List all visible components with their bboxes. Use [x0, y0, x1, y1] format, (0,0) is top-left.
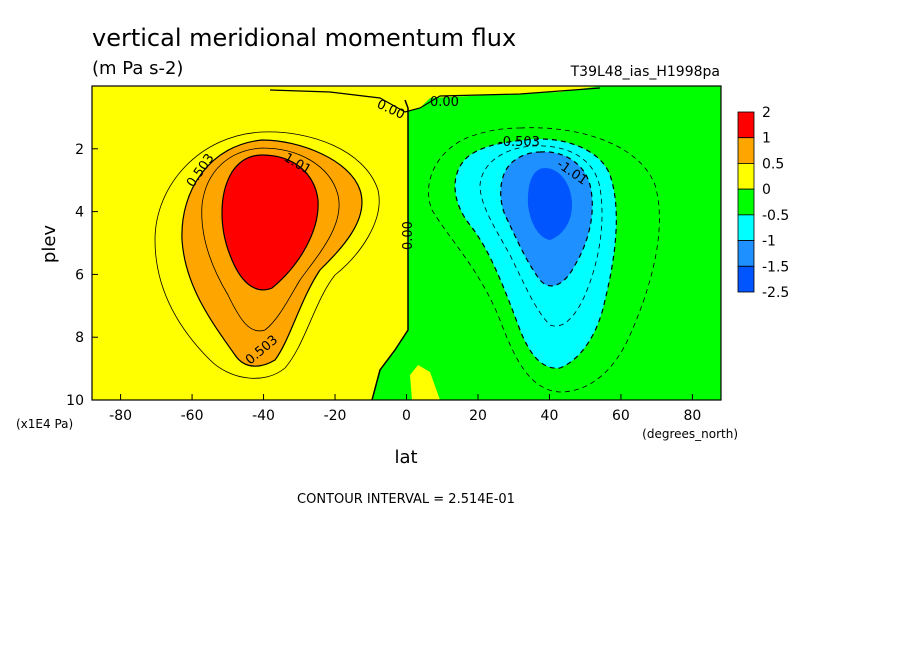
- x-tick-label: 80: [683, 408, 701, 424]
- positive-contours: [154, 87, 601, 400]
- contour-line: [479, 145, 603, 327]
- x-tick-label: -40: [252, 408, 275, 424]
- colorbar-label: 0.5: [762, 156, 784, 172]
- zero-contour: [371, 99, 409, 400]
- colorbar-label: -1: [762, 234, 776, 250]
- negative-contours: [428, 127, 660, 393]
- colorbar-label: 0: [762, 182, 771, 198]
- colorbar-swatch: [737, 265, 755, 293]
- colorbar-label: 2: [762, 105, 771, 121]
- colorbar-swatch: [737, 111, 755, 139]
- colorbar-label: -1.5: [762, 259, 789, 275]
- positive-band-top: [230, 86, 600, 112]
- colorbar: 2 1 0.5 0 -0.5 -1 -1.5 -2.5: [737, 105, 789, 301]
- contour-label: 0.00: [268, 81, 295, 95]
- contour-line: [221, 154, 319, 291]
- colorbar-label: -2.5: [762, 285, 789, 301]
- chart-subtitle: (m Pa s-2): [92, 58, 183, 79]
- y-tick-label: 10: [66, 393, 84, 409]
- y-tick-label: 4: [75, 205, 84, 221]
- colorbar-swatch: [737, 137, 755, 164]
- contour-field: 0.503 1.01 0.00 0.00 0.00 0.00 -0.503 -1…: [92, 81, 721, 400]
- run-label: T39L48_ias_H1998pa: [570, 64, 720, 80]
- x-tick-label: 40: [541, 408, 559, 424]
- contour-line: [181, 139, 363, 367]
- contour-line: [454, 138, 617, 369]
- contour-line: [428, 127, 660, 393]
- colorbar-swatch: [737, 163, 755, 190]
- colorbar-label: 1: [762, 131, 771, 147]
- negative-region-high: [527, 168, 572, 240]
- contour-line: [154, 131, 380, 379]
- positive-pocket-bottom: [410, 365, 440, 400]
- x-axis: -80 -60 -40 -20 0 20 40 60 80: [109, 394, 701, 424]
- x-axis-label: lat: [394, 447, 417, 468]
- contour-label: 0.00: [401, 221, 416, 250]
- colorbar-swatch: [737, 188, 755, 216]
- y-tick-label: 8: [75, 330, 84, 346]
- y-tick-label: 6: [75, 267, 84, 283]
- y-axis-unit: (x1E4 Pa): [16, 417, 73, 431]
- neutral-pocket-bottom: [372, 350, 408, 400]
- contour-label: -0.503: [498, 135, 540, 150]
- y-tick-label: 2: [75, 142, 84, 158]
- y-axis-label: plev: [39, 225, 60, 264]
- contour-label: 0.00: [430, 95, 459, 110]
- contour-interval-note: CONTOUR INTERVAL = 2.514E-01: [297, 492, 515, 507]
- x-tick-label: -20: [324, 408, 347, 424]
- x-tick-label: -60: [181, 408, 204, 424]
- y-axis: 2 4 6 8 10: [66, 142, 98, 409]
- x-tick-label: 0: [402, 408, 411, 424]
- x-tick-label: 20: [469, 408, 487, 424]
- zero-contour-top: [269, 87, 601, 113]
- colorbar-swatch: [737, 240, 755, 267]
- colorbar-swatch: [737, 214, 755, 241]
- colorbar-label: -0.5: [762, 208, 789, 224]
- contour-line: [201, 147, 340, 332]
- chart-title: vertical meridional momentum flux: [92, 24, 516, 52]
- x-axis-unit: (degrees_north): [642, 427, 738, 441]
- x-tick-label: -80: [109, 408, 132, 424]
- positive-region-high: [222, 155, 319, 290]
- contour-line: [500, 151, 593, 287]
- x-tick-label: 60: [612, 408, 630, 424]
